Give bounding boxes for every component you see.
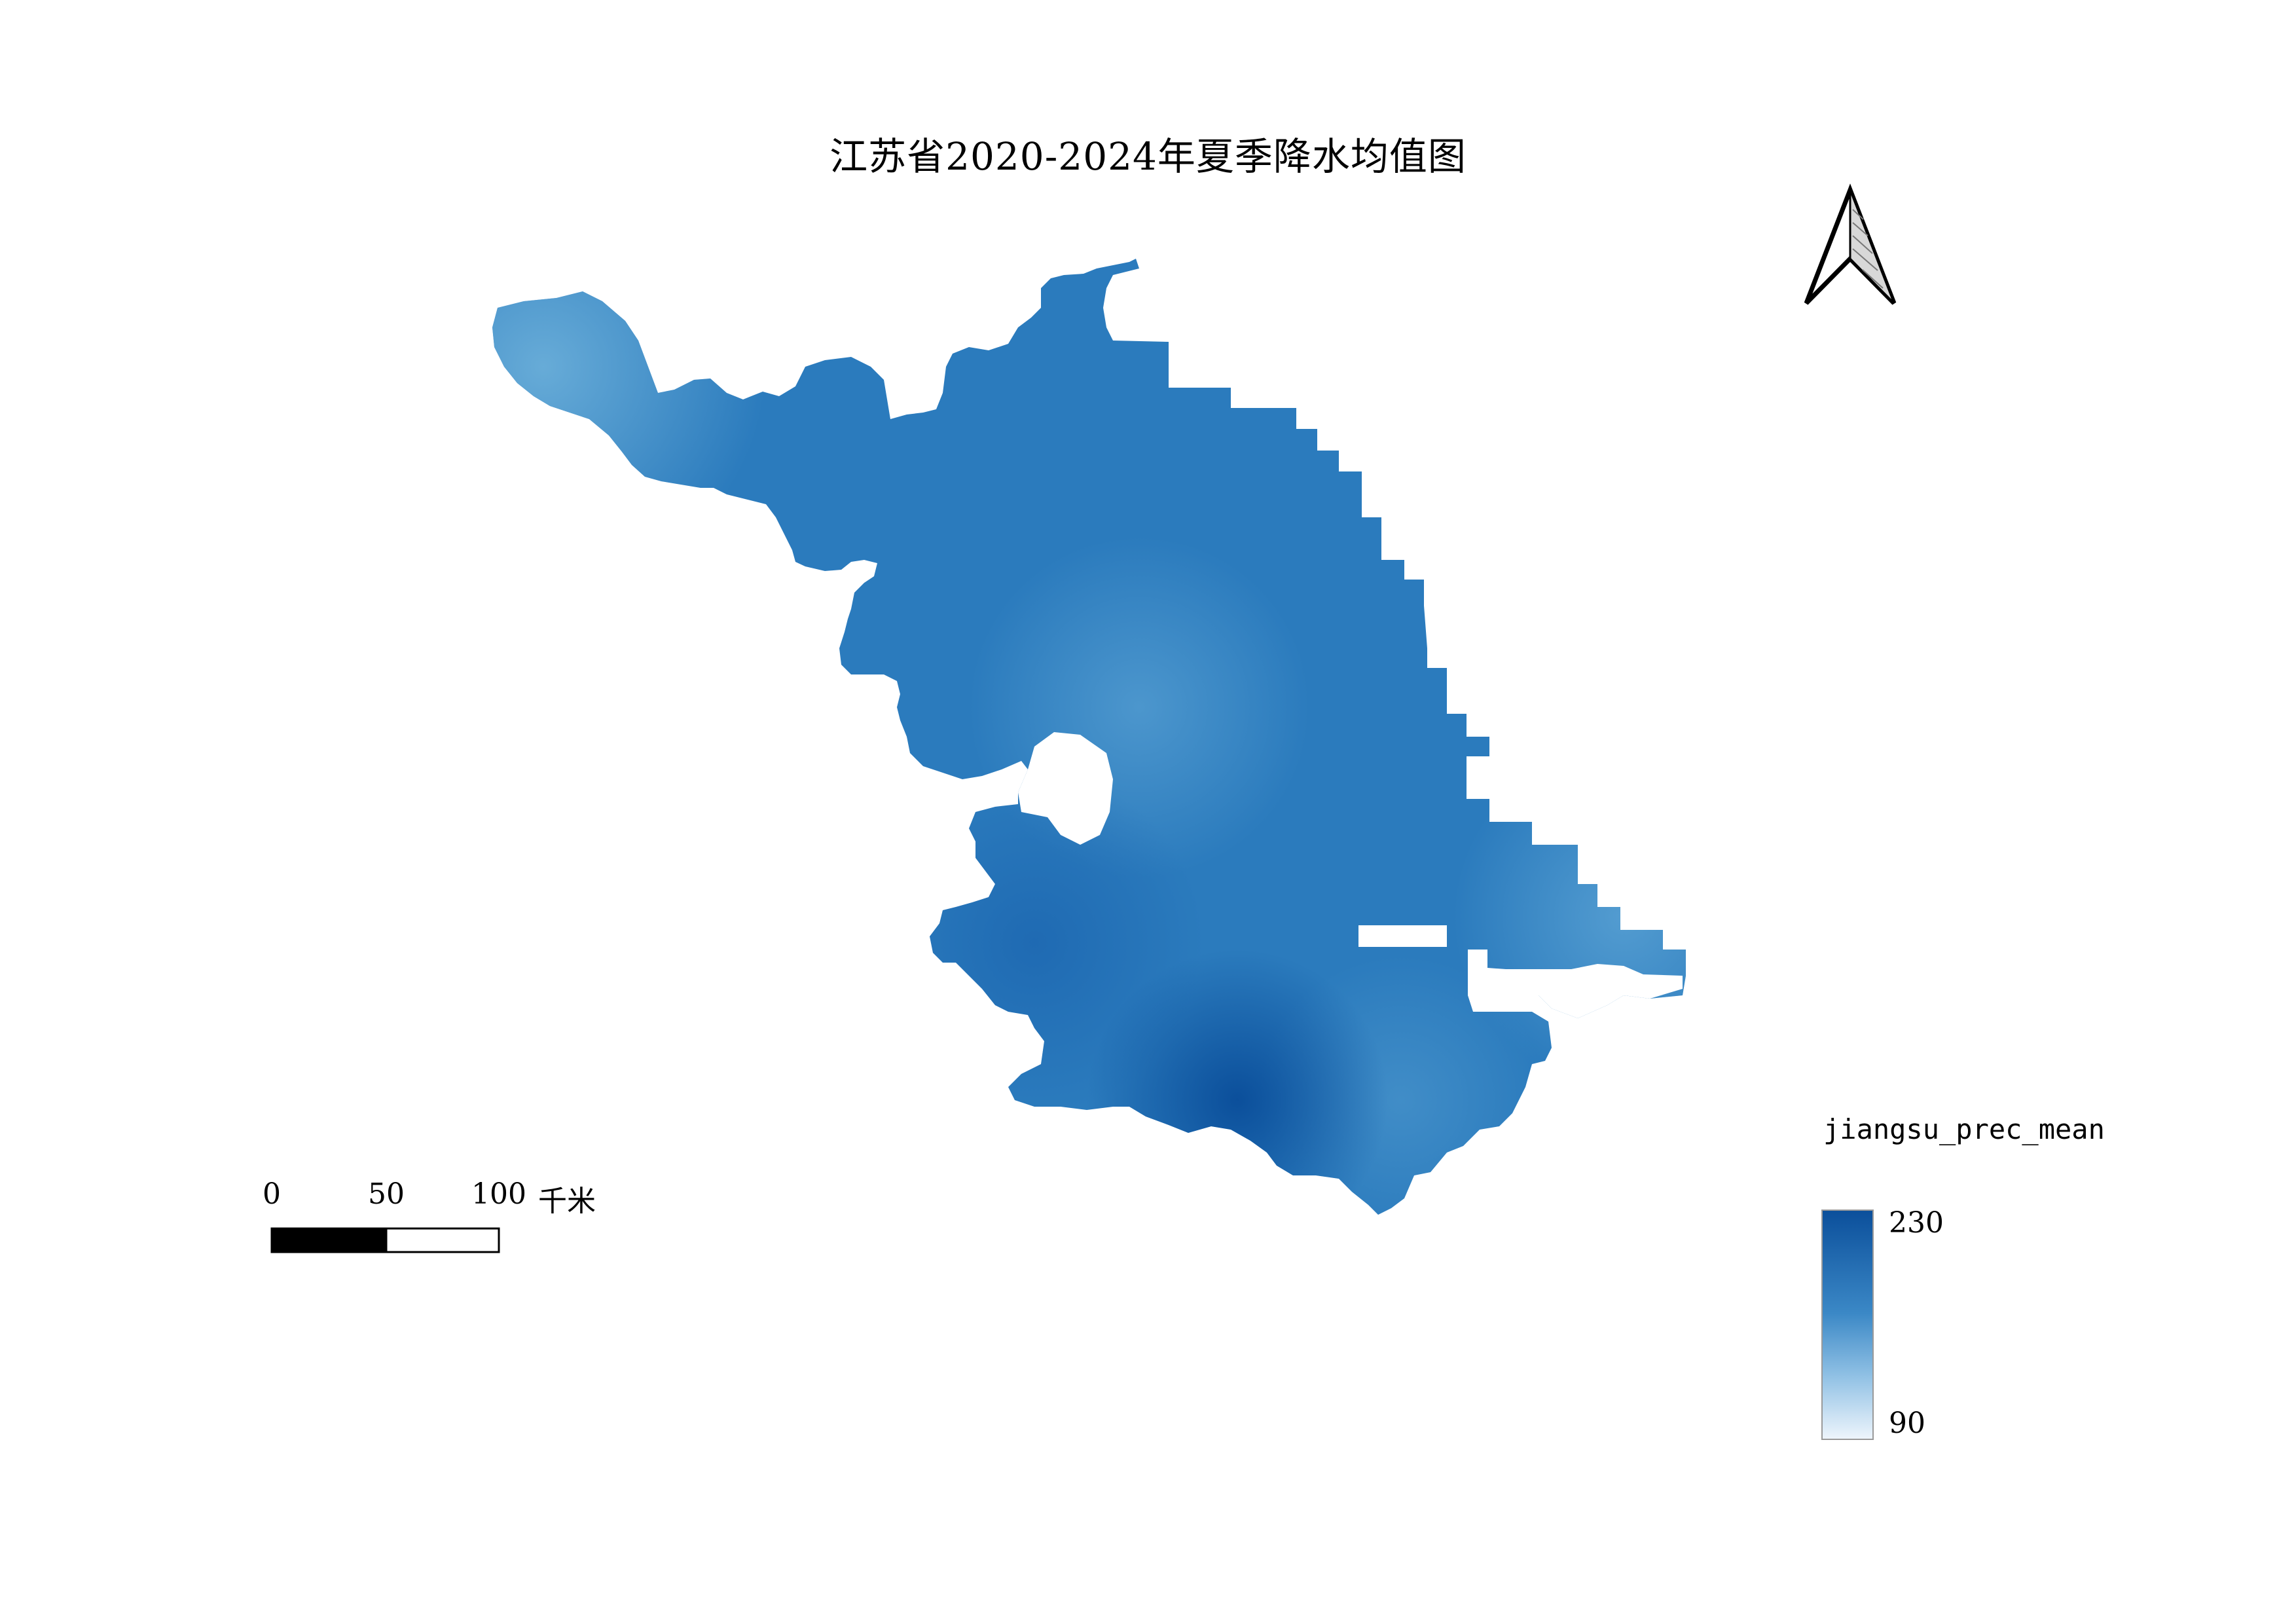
- province-raster: [492, 259, 1686, 1215]
- scale-label-50: 50: [368, 1177, 405, 1211]
- north-arrow-icon: [1804, 183, 1897, 305]
- precip-shading: [492, 259, 1686, 1215]
- scale-label-0: 0: [263, 1177, 281, 1211]
- no-data-gap: [1358, 925, 1447, 947]
- legend-color-ramp: [1821, 1209, 1874, 1440]
- legend-max-label: 230: [1889, 1206, 1944, 1240]
- scale-label-100: 100: [471, 1177, 526, 1211]
- no-data-gap: [1468, 950, 1683, 1018]
- legend-title: jiangsu_prec_mean: [1823, 1113, 2105, 1145]
- map-title: 江苏省2020-2024年夏季降水均值图: [829, 134, 1467, 179]
- scale-bar: [270, 1227, 500, 1253]
- lake-hole: [1018, 732, 1113, 845]
- scale-unit: 千米: [538, 1185, 596, 1218]
- legend-min-label: 90: [1889, 1407, 1925, 1440]
